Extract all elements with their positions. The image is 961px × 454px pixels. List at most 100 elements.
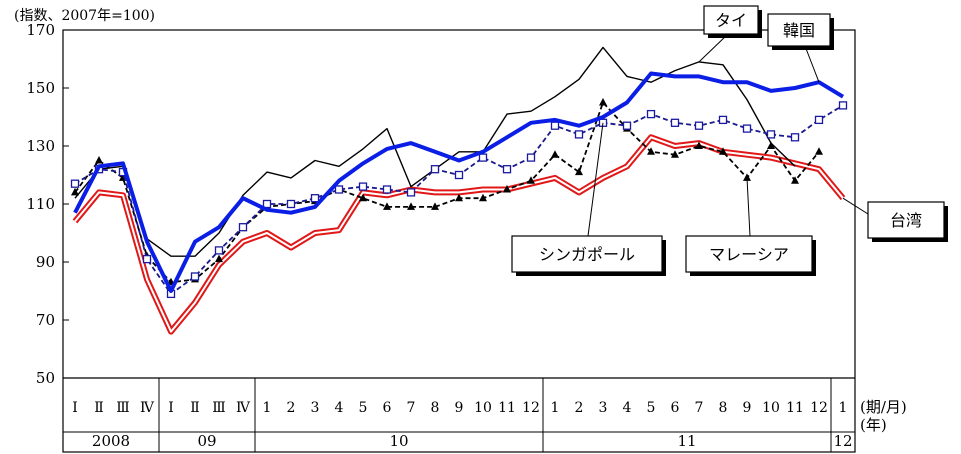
callout-leader xyxy=(842,197,869,215)
series-point xyxy=(95,156,103,164)
callout-label: タイ xyxy=(715,11,747,30)
callout-label: 韓国 xyxy=(783,21,815,40)
series-point xyxy=(767,141,775,149)
series-point xyxy=(383,202,391,210)
x-tick-label: 7 xyxy=(407,400,416,416)
series-point xyxy=(430,165,440,174)
x-tick-label: 1 xyxy=(551,400,560,416)
series-line-outer xyxy=(72,134,846,335)
series-point xyxy=(743,173,751,181)
y-tick-label: 150 xyxy=(26,79,55,97)
x-tick-label: Ⅱ xyxy=(94,400,104,416)
x-tick-label: 6 xyxy=(383,400,392,416)
series-callout: 韓国 xyxy=(767,13,834,83)
series-point xyxy=(814,115,824,125)
callout-leader xyxy=(587,122,604,237)
series-point xyxy=(599,98,607,106)
series-point xyxy=(695,141,703,149)
x-tick-label: Ⅳ xyxy=(236,400,251,416)
series-point xyxy=(431,202,439,210)
series-line-inner xyxy=(74,136,844,333)
x-tick-label: 12 xyxy=(810,400,828,416)
x-tick-label: 1 xyxy=(839,400,848,416)
y-axis-ticks: 50 70 90 110 130 150 170 xyxy=(26,21,69,387)
series-point xyxy=(694,121,704,130)
series-point xyxy=(622,121,632,130)
series-callout: タイ xyxy=(698,5,762,63)
x-tick-label: 4 xyxy=(335,400,344,416)
x-tick-label: 5 xyxy=(647,400,656,416)
series-point xyxy=(790,133,800,142)
series-point xyxy=(215,254,223,263)
series-layer xyxy=(70,46,848,335)
callout-box xyxy=(767,13,831,47)
x-tick-label: Ⅱ xyxy=(190,400,200,416)
callout-box xyxy=(867,201,945,239)
x-tick-label: 11 xyxy=(786,400,804,416)
x-tick-label: Ⅰ xyxy=(72,400,78,416)
series-point xyxy=(838,101,848,110)
x-tick-label: 2 xyxy=(287,400,296,416)
x-tick-label: 8 xyxy=(431,400,440,416)
series-point xyxy=(286,199,296,209)
x-axis-period-labels: Ⅰ Ⅱ Ⅲ Ⅳ Ⅰ Ⅱ Ⅲ Ⅳ 1 2 3 4 5 6 7 8 9 10 11 12 1 2 3 4 5 6 7 8 9 10 11 12 1 xyxy=(72,400,847,416)
year-label: 11 xyxy=(677,432,696,450)
callout-box xyxy=(511,235,663,273)
series-point xyxy=(310,194,320,203)
callout-label: シンガポール xyxy=(539,245,635,264)
x-tick-label: 12 xyxy=(522,400,540,416)
series-callout: 台湾 xyxy=(842,197,948,242)
series-line xyxy=(73,71,845,293)
x-tick-label: Ⅲ xyxy=(212,400,226,416)
x-tick-label: 1 xyxy=(263,400,272,416)
series-point xyxy=(214,246,224,255)
y-tick-label: 70 xyxy=(36,311,55,329)
y-tick-label: 50 xyxy=(36,369,55,387)
series-point xyxy=(479,193,487,202)
x-tick-label: Ⅰ xyxy=(168,400,174,416)
series-point xyxy=(719,147,727,155)
series-double-line xyxy=(72,134,846,335)
series-point xyxy=(550,121,560,130)
plot-border xyxy=(62,29,856,453)
year-label: 2008 xyxy=(92,432,130,450)
x-tick-label: 6 xyxy=(671,400,680,416)
x-tick-label: 2 xyxy=(575,400,584,416)
series-point xyxy=(238,223,248,232)
series-point xyxy=(815,147,823,155)
series-point xyxy=(142,254,152,264)
series-point xyxy=(71,187,79,196)
callout-box xyxy=(685,235,813,273)
x-tick-label: 7 xyxy=(695,400,704,416)
callout-leader xyxy=(746,177,751,237)
series-point xyxy=(407,202,415,210)
series-point xyxy=(670,118,680,127)
series-point xyxy=(334,185,344,194)
series-point xyxy=(766,130,776,139)
series-point xyxy=(478,153,488,162)
y-tick-label: 170 xyxy=(26,21,55,39)
x-tick-label: 11 xyxy=(498,400,516,416)
year-label: 10 xyxy=(389,432,408,450)
plot-frame xyxy=(62,29,856,453)
x-tick-label: 10 xyxy=(762,400,780,416)
series-point xyxy=(718,115,728,125)
year-label: 09 xyxy=(197,432,216,450)
callout-leader xyxy=(804,45,820,83)
y-tick-label: 130 xyxy=(26,137,55,155)
series-point xyxy=(455,193,463,202)
series-point xyxy=(742,124,752,133)
series-point xyxy=(406,188,416,197)
x-tick-label: 4 xyxy=(623,400,632,416)
x-axis-year-labels: 2008 09 10 11 12 xyxy=(62,378,856,452)
x-tick-label: 3 xyxy=(599,400,608,416)
series-callout: マレーシア xyxy=(685,177,816,276)
series-point xyxy=(358,182,368,191)
series-point xyxy=(551,150,559,158)
x-tick-label: 9 xyxy=(743,400,752,416)
x-tick-label: 9 xyxy=(455,400,464,416)
x-tick-label: 3 xyxy=(311,400,320,416)
callout-box xyxy=(703,5,759,35)
